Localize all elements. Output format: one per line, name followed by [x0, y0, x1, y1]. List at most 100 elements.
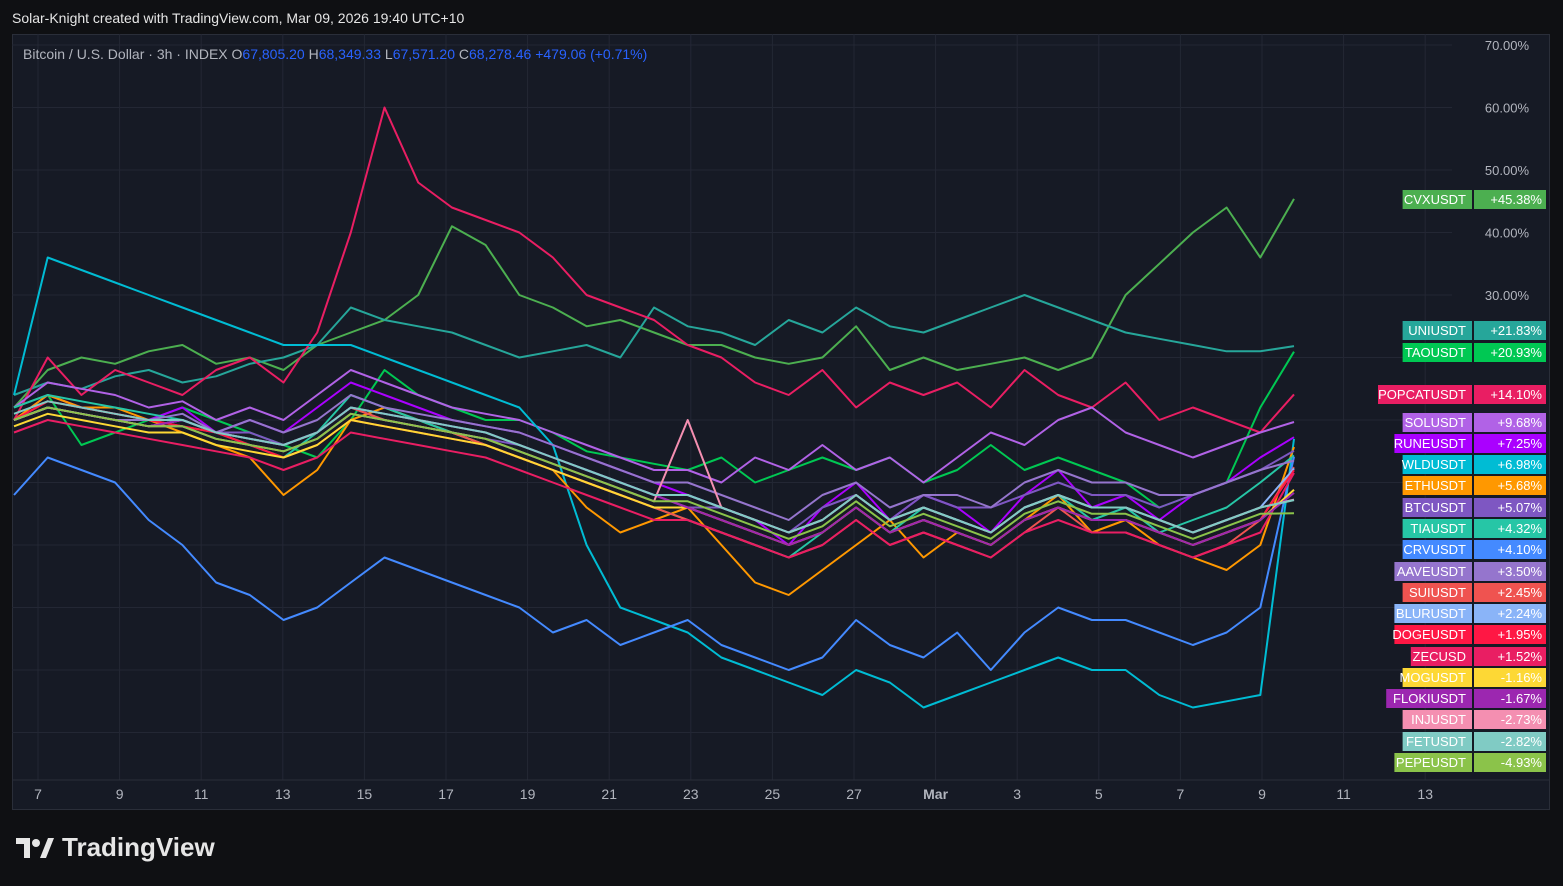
- series-tag-name-bg: [1402, 190, 1472, 209]
- chart-caption: Solar-Knight created with TradingView.co…: [12, 10, 465, 26]
- series-line-wldusdt: [13, 256, 1295, 709]
- series-tag-name: CRVUSDT: [1403, 542, 1466, 557]
- high-value: 68,349.33: [318, 46, 382, 62]
- series-tag-name: ETHUSDT: [1405, 478, 1466, 493]
- series-tag-value: +2.24%: [1498, 606, 1543, 621]
- x-tick-label: 13: [1417, 786, 1433, 802]
- x-tick-label: Mar: [923, 786, 948, 802]
- x-tick-label: 13: [275, 786, 291, 802]
- low-label: L: [384, 46, 393, 62]
- series-tag-value: +5.07%: [1498, 500, 1543, 515]
- series-tag-value-bg: [1474, 710, 1546, 729]
- x-tick-label: 5: [1095, 786, 1103, 802]
- series-tag-suiusdt[interactable]: SUIUSDT +2.45%: [1402, 583, 1546, 602]
- series-tag-value: +45.38%: [1490, 192, 1542, 207]
- series-tag-fetusdt[interactable]: FETUSDT -2.82%: [1402, 732, 1546, 751]
- close-value: 68,278.46: [469, 46, 532, 62]
- series-tag-name-bg: [1394, 604, 1472, 623]
- series-tag-name-bg: [1394, 434, 1472, 453]
- series-tag-name-bg: [1402, 476, 1472, 495]
- series-tag-popcatusdt[interactable]: POPCATUSDT +14.10%: [1378, 385, 1546, 404]
- series-tag-name-bg: [1402, 343, 1472, 362]
- series-tag-cvxusdt[interactable]: CVXUSDT +45.38%: [1402, 190, 1546, 209]
- series-tag-value: +5.68%: [1498, 478, 1543, 493]
- series-tag-blurusdt[interactable]: BLURUSDT +2.24%: [1394, 604, 1546, 623]
- series-tag-value: +1.95%: [1498, 627, 1543, 642]
- series-tag-name: FLOKIUSDT: [1393, 691, 1466, 706]
- tradingview-brand[interactable]: TradingView: [16, 832, 215, 863]
- series-line-aaveusdt: [13, 394, 1295, 521]
- series-tag-value: +1.52%: [1498, 649, 1543, 664]
- series-tag-name-bg: [1394, 753, 1472, 772]
- x-tick-label: 9: [116, 786, 124, 802]
- series-tag-value-bg: [1474, 583, 1546, 602]
- series-tag-uniusdt[interactable]: UNIUSDT +21.83%: [1402, 321, 1546, 340]
- x-tick-label: 23: [683, 786, 699, 802]
- series-tag-name-bg: [1402, 321, 1472, 340]
- series-line-fetusdt: [13, 400, 1295, 534]
- series-tag-zecusd[interactable]: ZECUSD +1.52%: [1410, 647, 1546, 666]
- series-line-crvusdt: [13, 456, 1295, 671]
- series-tag-name: ZECUSD: [1413, 649, 1466, 664]
- series-line-taousdt: [13, 351, 1295, 509]
- series-tag-value-bg: [1474, 343, 1546, 362]
- x-tick-label: 7: [34, 786, 42, 802]
- series-tag-name: POPCATUSDT: [1378, 387, 1466, 402]
- x-tick-label: 3: [1013, 786, 1021, 802]
- series-tag-name: SOLUSDT: [1405, 415, 1466, 430]
- series-tag-value-bg: [1474, 413, 1546, 432]
- series-tag-name-bg: [1378, 385, 1472, 404]
- series-tag-name-bg: [1394, 562, 1472, 581]
- series-tag-name-bg: [1402, 583, 1472, 602]
- series-tag-value-bg: [1474, 647, 1546, 666]
- series-tag-btcusdt[interactable]: BTCUSDT +5.07%: [1402, 498, 1546, 517]
- series-tag-value-bg: [1474, 625, 1546, 644]
- series-tag-runeusdt[interactable]: RUNEUSDT +7.25%: [1394, 434, 1546, 453]
- series-tag-value-bg: [1474, 604, 1546, 623]
- series-tag-solusdt[interactable]: SOLUSDT +9.68%: [1402, 413, 1546, 432]
- series-tag-taousdt[interactable]: TAOUSDT +20.93%: [1402, 343, 1546, 362]
- series-tag-name: RUNEUSDT: [1394, 436, 1466, 451]
- series-tag-name-bg: [1394, 625, 1472, 644]
- series-tag-value-bg: [1474, 732, 1546, 751]
- series-tag-aaveusdt[interactable]: AAVEUSDT +3.50%: [1394, 562, 1546, 581]
- series-tag-name: DOGEUSDT: [1392, 627, 1466, 642]
- series-tag-name-bg: [1402, 710, 1472, 729]
- series-tag-crvusdt[interactable]: CRVUSDT +4.10%: [1402, 540, 1546, 559]
- series-tag-value: -4.93%: [1501, 755, 1543, 770]
- series-tag-injusdt[interactable]: INJUSDT -2.73%: [1402, 710, 1546, 729]
- series-tag-value-bg: [1474, 385, 1546, 404]
- series-tag-ethusdt[interactable]: ETHUSDT +5.68%: [1402, 476, 1546, 495]
- series-tag-value: +2.45%: [1498, 585, 1543, 600]
- y-tick-label: 60.00%: [1485, 101, 1530, 116]
- series-tag-value-bg: [1474, 434, 1546, 453]
- series-tag-name: BLURUSDT: [1396, 606, 1466, 621]
- series-tag-value-bg: [1474, 562, 1546, 581]
- series-tag-wldusdt[interactable]: WLDUSDT +6.98%: [1402, 455, 1546, 474]
- series-tag-value-bg: [1474, 498, 1546, 517]
- series-tag-name: SUIUSDT: [1409, 585, 1466, 600]
- series-tag-name-bg: [1402, 519, 1472, 538]
- series-tag-value-bg: [1474, 519, 1546, 538]
- series-tag-value: +20.93%: [1490, 345, 1542, 360]
- symbol-legend: Bitcoin / U.S. Dollar · 3h · INDEX O67,8…: [23, 46, 647, 62]
- series-tag-name: TIAUSDT: [1410, 521, 1466, 536]
- series-tag-name-bg: [1402, 413, 1472, 432]
- open-value: 67,805.20: [242, 46, 305, 62]
- line-chart[interactable]: 70.00% 60.00% 50.00% 40.00% 30.00% 7 9 11 13 15 17…: [12, 34, 1550, 810]
- series-tag-dogeusdt[interactable]: DOGEUSDT +1.95%: [1392, 625, 1546, 644]
- y-tick-label: 70.00%: [1485, 38, 1530, 53]
- series-tag-name-bg: [1402, 732, 1472, 751]
- series-line-pepeusdt: [13, 406, 1295, 540]
- series-tag-value: +7.25%: [1498, 436, 1543, 451]
- series-tag-tiausdt[interactable]: TIAUSDT +4.32%: [1402, 519, 1546, 538]
- series-tag-name-bg: [1402, 455, 1472, 474]
- series-tag-mogusdt[interactable]: MOGUSDT -1.16%: [1400, 668, 1546, 687]
- x-tick-label: 21: [601, 786, 617, 802]
- series-tag-value: +9.68%: [1498, 415, 1543, 430]
- low-value: 67,571.20: [392, 46, 455, 62]
- series-tag-flokiusdt[interactable]: FLOKIUSDT -1.67%: [1386, 689, 1546, 708]
- series-tag-value: -2.73%: [1501, 712, 1543, 727]
- series-tag-pepeusdt[interactable]: PEPEUSDT -4.93%: [1394, 753, 1546, 772]
- series-line-solusdt: [13, 369, 1295, 484]
